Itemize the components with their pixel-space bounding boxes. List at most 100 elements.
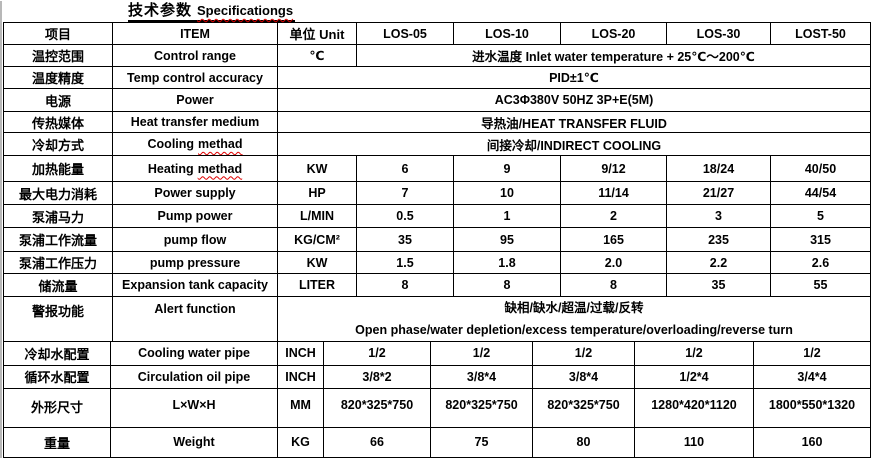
cell-value: 1 [453,204,561,228]
cell-unit: INCH [277,342,324,366]
cell-value: 1/2*4 [634,364,754,389]
row-pump-power: 泵浦马力 Pump power L/MIN 0.5 1 2 3 5 [3,204,871,228]
cell-value: 165 [560,227,667,252]
cell-item-cn: 温度精度 [3,66,113,89]
cell-value: 75 [430,426,533,458]
cell-value: 1/2 [323,342,431,366]
col-header-item-cn: 项目 [3,22,113,45]
cell-value: 2 [560,204,667,228]
cell-value: 3/8*2 [323,364,431,389]
cell-item-cn: 最大电力消耗 [3,181,113,205]
cell-item-cn: 外形尺寸 [3,387,111,428]
cell-unit: KG [277,426,324,458]
cell-item-cn: 冷却水配置 [3,342,111,366]
row-cooling-method: 冷却方式 Cooling methad 间接冷却/INDIRECT COOLING [3,132,871,156]
cell-unit: KW [277,251,357,274]
cell-item-cn: 泵浦马力 [3,204,113,228]
cell-item-en: Control range [112,44,278,67]
col-header-model-los20: LOS-20 [560,22,667,45]
cell-value: 80 [532,426,635,458]
cell-value: 8 [560,273,667,297]
cell-item-en: Cooling methad [112,132,278,156]
cell-item-cn: 重量 [3,426,111,458]
col-header-unit: 单位 Unit [277,22,357,45]
cell-merged-value: 缺相/缺水/超温/过载/反转 Open phase/water depletio… [277,296,871,342]
cell-value: 0.5 [356,204,454,228]
cell-value: 21/27 [666,181,771,205]
cell-value: 1/2 [532,342,635,366]
cell-item-cn: 温控范围 [3,44,113,67]
cell-value: 3/4*4 [753,364,871,389]
spec-table-main: 项目 ITEM 单位 Unit LOS-05 LOS-10 LOS-20 LOS… [3,22,871,342]
cell-value: 35 [356,227,454,252]
row-circulation-oil-pipe: 循环水配置 Circulation oil pipe INCH 3/8*2 3/… [3,364,871,389]
col-header-model-los30: LOS-30 [666,22,771,45]
page-title-en: Specificationgs [197,3,294,18]
col-header-model-los10: LOS-10 [453,22,561,45]
cell-value: 1.5 [356,251,454,274]
cell-unit: ℃ [277,44,357,67]
cell-value: 1/2 [753,342,871,366]
cell-value: 2.0 [560,251,667,274]
cell-item-en: Circulation oil pipe [110,364,278,389]
spec-table-bottom: 冷却水配置 Cooling water pipe INCH 1/2 1/2 1/… [3,342,871,458]
cell-value: 11/14 [560,181,667,205]
row-heat-medium: 传热媒体 Heat transfer medium 导热油/HEAT TRANS… [3,111,871,133]
cell-value: 1.8 [453,251,561,274]
cell-item-en: L×W×H [110,387,278,428]
cell-value: 2.6 [770,251,871,274]
cell-unit: MM [277,387,324,428]
cell-item-en: Temp control accuracy [112,66,278,89]
window-edge-strip [0,1,2,458]
cell-item-en-word: Cooling [147,137,195,151]
cell-merged-value: 进水温度 Inlet water temperature + 25℃～200℃ [356,44,871,67]
row-power-supply: 最大电力消耗 Power supply HP 7 10 11/14 21/27 … [3,181,871,205]
cell-value: 8 [356,273,454,297]
cell-value: 9/12 [560,155,667,182]
page-title: 技术参数 Specificationgs [128,1,873,22]
cell-unit: L/MIN [277,204,357,228]
cell-merged-value: AC3Φ380V 50HZ 3P+E(5M) [277,88,871,112]
col-header-model-lost50: LOST-50 [770,22,871,45]
cell-item-en: Expansion tank capacity [112,273,278,297]
row-heating: 加热能量 Heating methad KW 6 9 9/12 18/24 40/… [3,155,871,182]
page-title-underline: 技术参数 Specificationgs [128,1,296,22]
cell-unit: HP [277,181,357,205]
alert-line-cn: 缺相/缺水/超温/过载/反转 [504,301,644,315]
cell-value: 7 [356,181,454,205]
cell-unit: KG/CM² [277,227,357,252]
cell-item-cn: 储流量 [3,273,113,297]
row-tank-capacity: 储流量 Expansion tank capacity LITER 8 8 8 … [3,273,871,297]
cell-value: 160 [753,426,871,458]
cell-item-cn: 循环水配置 [3,364,111,389]
cell-unit: INCH [277,364,324,389]
row-weight: 重量 Weight KG 66 75 80 110 160 [3,426,871,458]
cell-value: 820*325*750 [430,387,533,428]
cell-value: 66 [323,426,431,458]
cell-value: 2.2 [666,251,771,274]
row-dimensions: 外形尺寸 L×W×H MM 820*325*750 820*325*750 82… [3,387,871,428]
row-pump-pressure: 泵浦工作压力 pump pressure KW 1.5 1.8 2.0 2.2 … [3,251,871,274]
cell-value: 8 [453,273,561,297]
cell-merged-value: PID±1℃ [277,66,871,89]
row-temp-accuracy: 温度精度 Temp control accuracy PID±1℃ [3,66,871,89]
cell-item-cn: 泵浦工作压力 [3,251,113,274]
cell-item-en: pump pressure [112,251,278,274]
cell-value: 10 [453,181,561,205]
cell-unit: KW [277,155,357,182]
cell-value: 35 [666,273,771,297]
col-header-model-los05: LOS-05 [356,22,454,45]
cell-value: 820*325*750 [323,387,431,428]
alert-line-en: Open phase/water depletion/excess temper… [355,323,793,337]
row-cooling-water-pipe: 冷却水配置 Cooling water pipe INCH 1/2 1/2 1/… [3,342,871,366]
cell-value: 110 [634,426,754,458]
cell-item-cn: 泵浦工作流量 [3,227,113,252]
cell-item-en: pump flow [112,227,278,252]
row-alert-function: 警报功能 Alert function 缺相/缺水/超温/过载/反转 Open … [3,296,871,342]
cell-item-en: Heat transfer medium [112,111,278,133]
cell-value: 235 [666,227,771,252]
cell-merged-value: 间接冷却/INDIRECT COOLING [277,132,871,156]
row-control-range: 温控范围 Control range ℃ 进水温度 Inlet water te… [3,44,871,67]
cell-item-cn: 警报功能 [3,296,113,342]
cell-value: 315 [770,227,871,252]
